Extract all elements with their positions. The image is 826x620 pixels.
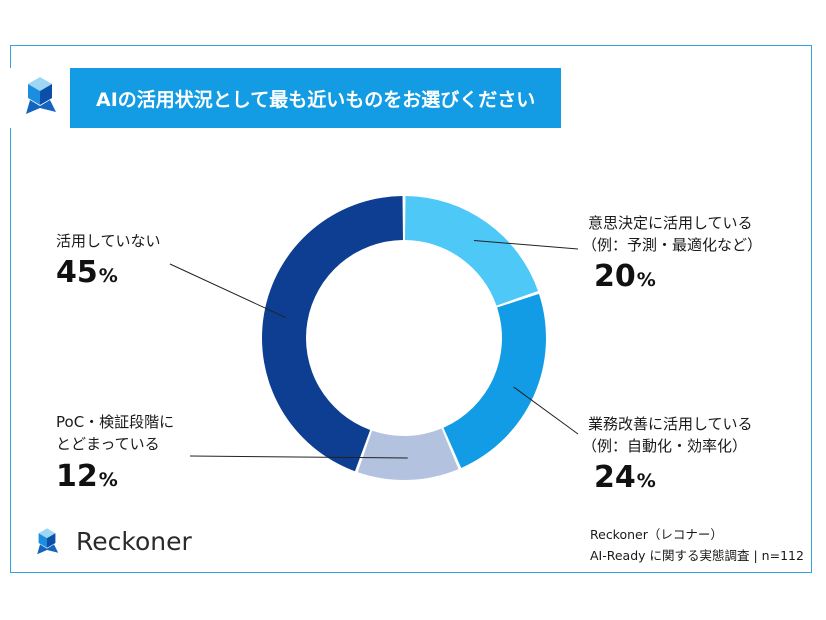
operations-value-unit: % <box>636 470 656 492</box>
poc-label-line1: PoC・検証段階に <box>56 413 175 431</box>
donut-slice-decision <box>405 196 539 306</box>
header-logo <box>10 68 70 128</box>
leader-line-none <box>169 263 286 319</box>
leader-line-decision <box>473 239 579 250</box>
chart-frame <box>10 45 812 573</box>
none-value: 45% <box>56 256 118 293</box>
none-label-line1: 活用していない <box>56 232 161 250</box>
donut-slice-none <box>261 196 403 472</box>
operations-value-number: 24 <box>594 460 636 495</box>
brand-logo-icon <box>37 528 59 555</box>
operations-value: 24% <box>594 461 656 498</box>
brand-name: Reckoner <box>76 527 192 556</box>
reckoner-logo-icon <box>26 77 56 114</box>
source-line1: Reckoner（レコナー） <box>590 527 723 542</box>
leader-line-poc <box>189 455 408 459</box>
source-line2: AI-Ready に関する実態調査 | n=112 <box>590 548 804 563</box>
source-note: Reckoner（レコナー） AI-Ready に関する実態調査 | n=112 <box>590 524 804 566</box>
leader-line-operations <box>513 386 579 435</box>
poc-value: 12% <box>56 460 118 497</box>
donut-slice-operations <box>443 293 546 468</box>
decision-label-line1: 意思決定に活用している <box>588 214 753 232</box>
decision-value: 20% <box>594 260 656 297</box>
none-value-number: 45 <box>56 255 98 290</box>
operations-label-line1: 業務改善に活用している <box>588 415 753 433</box>
header-bar: AIの活用状況として最も近いものをお選びください <box>70 68 561 128</box>
poc-value-unit: % <box>98 469 118 491</box>
decision-value-number: 20 <box>594 259 636 294</box>
donut-slice-poc <box>357 428 459 480</box>
decision-value-unit: % <box>636 269 656 291</box>
operations-label-line2: （例：自動化・効率化） <box>582 437 748 455</box>
poc-value-number: 12 <box>56 459 98 494</box>
decision-label-line2: （例：予測・最適化など） <box>582 236 763 254</box>
page-title: AIの活用状況として最も近いものをお選びください <box>96 88 536 111</box>
none-value-unit: % <box>98 265 118 287</box>
poc-label-line2: とどまっている <box>56 435 160 453</box>
